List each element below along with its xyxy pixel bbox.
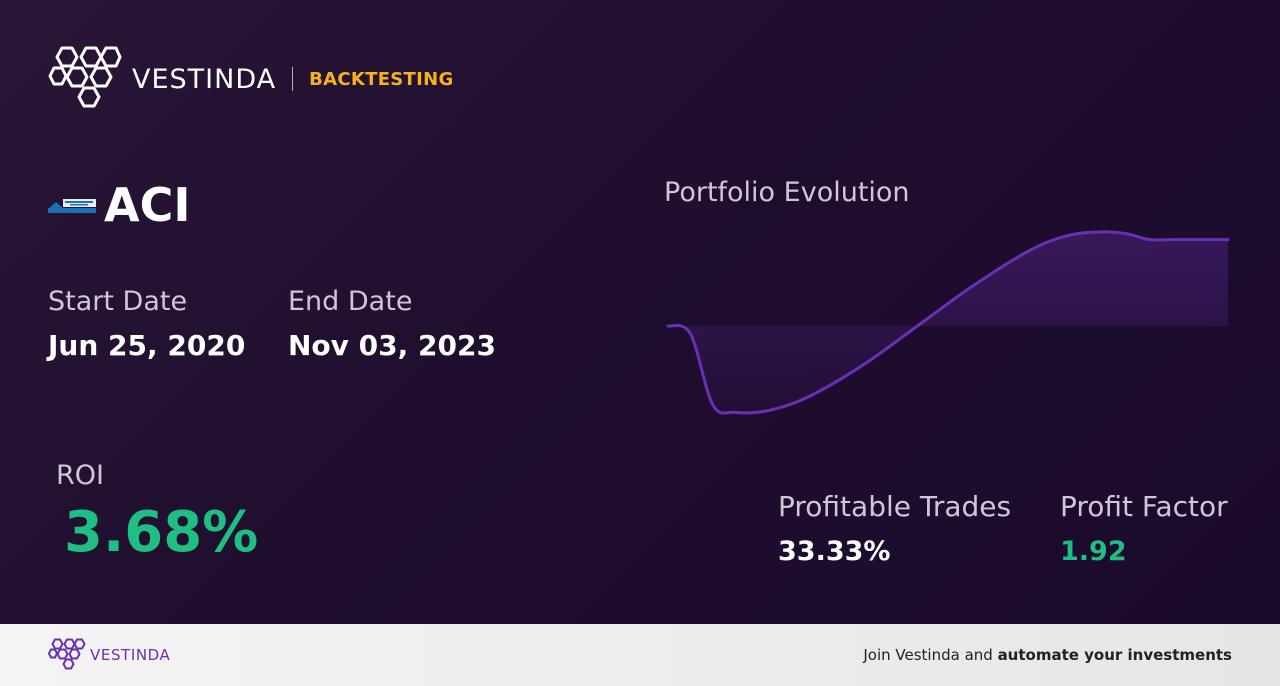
profit-factor-value: 1.92 bbox=[1060, 536, 1127, 567]
vestinda-footer-logo-icon bbox=[48, 638, 86, 670]
ticker-header: ACI bbox=[48, 178, 190, 232]
brand-name: VESTINDA bbox=[132, 63, 277, 95]
footer-cta-prefix: Join Vestinda and bbox=[863, 646, 998, 664]
footer-bar: VESTINDA Join Vestinda and automate your… bbox=[0, 624, 1280, 686]
footer-cta-bold: automate your investments bbox=[997, 646, 1232, 664]
start-date-block: Start Date Jun 25, 2020 bbox=[48, 286, 245, 362]
header-brand[interactable]: VESTINDA BACKTESTING bbox=[48, 46, 454, 112]
chart-title: Portfolio Evolution bbox=[664, 177, 910, 208]
footer-brand[interactable]: VESTINDA bbox=[48, 638, 170, 672]
vestinda-logo-icon bbox=[48, 46, 122, 108]
brand-tag: BACKTESTING bbox=[309, 68, 454, 90]
footer-cta[interactable]: Join Vestinda and automate your investme… bbox=[863, 646, 1232, 664]
albertsons-logo-icon bbox=[48, 199, 96, 213]
end-date-label: End Date bbox=[288, 286, 413, 317]
chart-area-fill bbox=[668, 231, 1228, 414]
end-date-value: Nov 03, 2023 bbox=[288, 329, 496, 362]
start-date-value: Jun 25, 2020 bbox=[48, 329, 246, 362]
footer-brand-name: VESTINDA bbox=[90, 646, 171, 664]
profitable-trades-label: Profitable Trades bbox=[778, 490, 1012, 523]
roi-value: 3.68% bbox=[64, 500, 259, 565]
ticker-symbol: ACI bbox=[104, 178, 191, 232]
start-date-label: Start Date bbox=[48, 286, 188, 317]
backtest-card: VESTINDA BACKTESTING ACI Start Date Jun … bbox=[0, 0, 1280, 624]
profit-factor-label: Profit Factor bbox=[1060, 490, 1228, 523]
profitable-trades-value: 33.33% bbox=[778, 536, 891, 567]
end-date-block: End Date Nov 03, 2023 bbox=[288, 286, 496, 362]
brand-divider bbox=[292, 67, 294, 91]
chart-series-line bbox=[666, 230, 1230, 415]
roi-label: ROI bbox=[56, 460, 104, 491]
portfolio-evolution-chart bbox=[666, 230, 1230, 415]
